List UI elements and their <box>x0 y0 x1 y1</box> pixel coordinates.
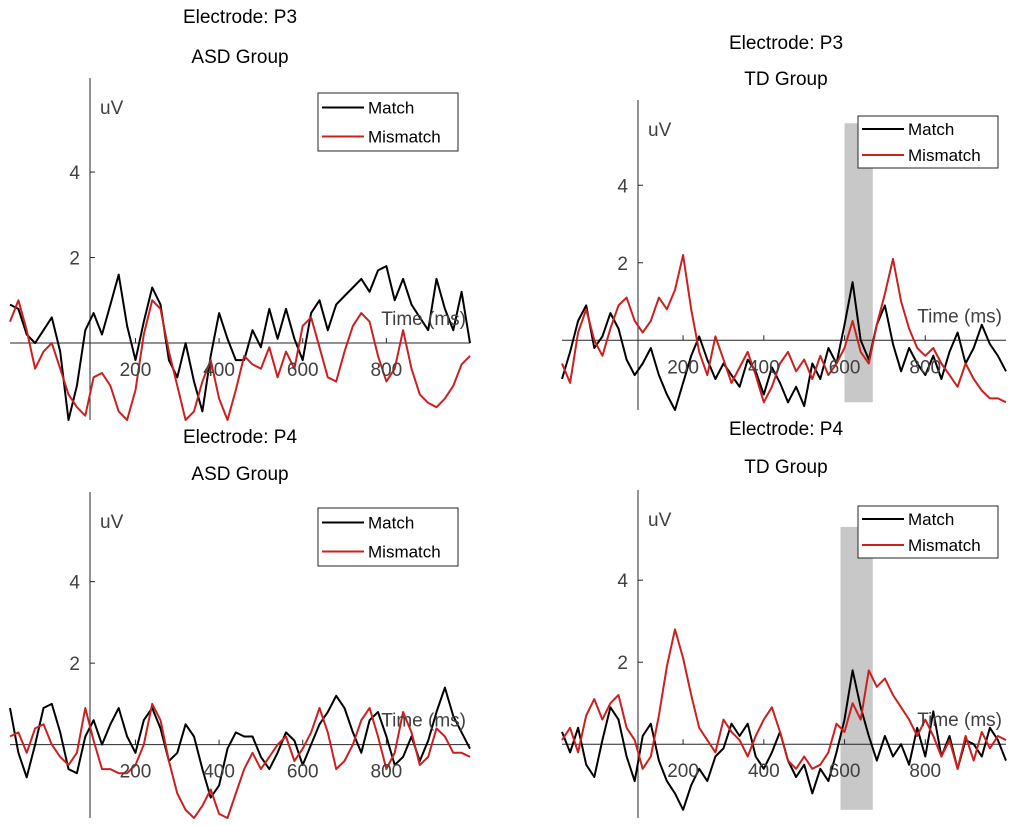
legend-label-mismatch: Mismatch <box>908 536 981 555</box>
x-tick-label: 400 <box>748 761 780 782</box>
legend-label-match: Match <box>908 510 954 529</box>
legend-label-match: Match <box>908 120 954 139</box>
y-tick-label: 4 <box>617 571 628 592</box>
chart-panel-3: Electrode: P4 ASD Group 2 4 uV 200 400 600 800 Ti… <box>9 427 471 819</box>
chart-title-line-1: Electrode: P4 <box>729 419 843 440</box>
legend: Match Mismatch <box>857 115 999 169</box>
x-tick-label: 600 <box>829 357 861 378</box>
y-axis-label: uV <box>100 512 124 533</box>
highlight-band <box>840 526 873 810</box>
legend: Match Mismatch <box>317 92 459 152</box>
y-tick-label: 2 <box>69 249 80 270</box>
legend-box <box>857 115 999 169</box>
series-line-mismatch <box>9 702 471 819</box>
x-tick-label: 400 <box>748 357 780 378</box>
y-tick-label: 4 <box>69 163 80 184</box>
legend-label-match: Match <box>368 99 414 118</box>
series-line-match <box>561 281 1007 411</box>
series-line-mismatch <box>561 628 1007 770</box>
chart-title-line-1: Electrode: P4 <box>183 427 297 448</box>
series-line-mismatch <box>9 299 471 421</box>
x-tick-label: 800 <box>909 357 941 378</box>
chart-title-line-1: Electrode: P3 <box>183 7 297 28</box>
x-tick-label: 400 <box>203 360 235 381</box>
series-line-mismatch <box>561 254 1007 404</box>
x-tick-label: 800 <box>371 762 403 783</box>
y-tick-label: 4 <box>617 176 628 197</box>
x-tick-label: 800 <box>909 761 941 782</box>
y-axis-label: uV <box>100 98 124 119</box>
chart-title-line-1: Electrode: P3 <box>729 33 843 54</box>
series-line-match <box>561 669 1007 811</box>
legend: Match Mismatch <box>317 507 459 567</box>
legend-label-mismatch: Mismatch <box>368 128 441 147</box>
legend-box <box>857 505 999 559</box>
chart-panel-2: Electrode: P3 TD Group 2 4 uV 200 400 600 800 Tim… <box>561 33 1007 411</box>
x-tick-label: 600 <box>287 762 319 783</box>
x-tick-label: 400 <box>203 762 235 783</box>
x-axis-label: Time (ms) <box>381 711 466 732</box>
legend-label-mismatch: Mismatch <box>368 543 441 562</box>
y-tick-label: 2 <box>617 653 628 674</box>
x-tick-label: 200 <box>120 360 152 381</box>
legend-label-mismatch: Mismatch <box>908 146 981 165</box>
chart-panel-1: Electrode: P3 ASD Group 2 4 uV 200 400 600 800 Ti… <box>9 7 471 421</box>
x-axis-label: Time (ms) <box>381 309 466 330</box>
legend-box <box>317 92 459 152</box>
chart-title-line-2: ASD Group <box>191 47 288 68</box>
chart-title-line-2: TD Group <box>744 69 827 90</box>
x-tick-label: 800 <box>371 360 403 381</box>
y-tick-label: 4 <box>69 573 80 594</box>
y-tick-label: 2 <box>69 654 80 675</box>
x-tick-label: 200 <box>667 761 699 782</box>
x-axis-label: Time (ms) <box>917 710 1002 731</box>
x-tick-label: 600 <box>287 360 319 381</box>
series-line-match <box>9 686 471 799</box>
legend: Match Mismatch <box>857 505 999 559</box>
chart-panel-4: Electrode: P4 TD Group 2 4 uV 200 400 600 800 Tim… <box>561 419 1007 818</box>
y-axis-label: uV <box>648 510 672 531</box>
x-tick-label: 200 <box>667 357 699 378</box>
chart-title-line-2: ASD Group <box>191 464 288 485</box>
series-line-match <box>9 265 471 421</box>
y-tick-label: 2 <box>617 254 628 275</box>
x-tick-label: 200 <box>120 762 152 783</box>
y-axis-label: uV <box>648 120 672 141</box>
chart-title-line-2: TD Group <box>744 457 827 478</box>
x-axis-label: Time (ms) <box>917 306 1002 327</box>
x-tick-label: 600 <box>829 761 861 782</box>
legend-box <box>317 507 459 567</box>
legend-label-match: Match <box>368 514 414 533</box>
